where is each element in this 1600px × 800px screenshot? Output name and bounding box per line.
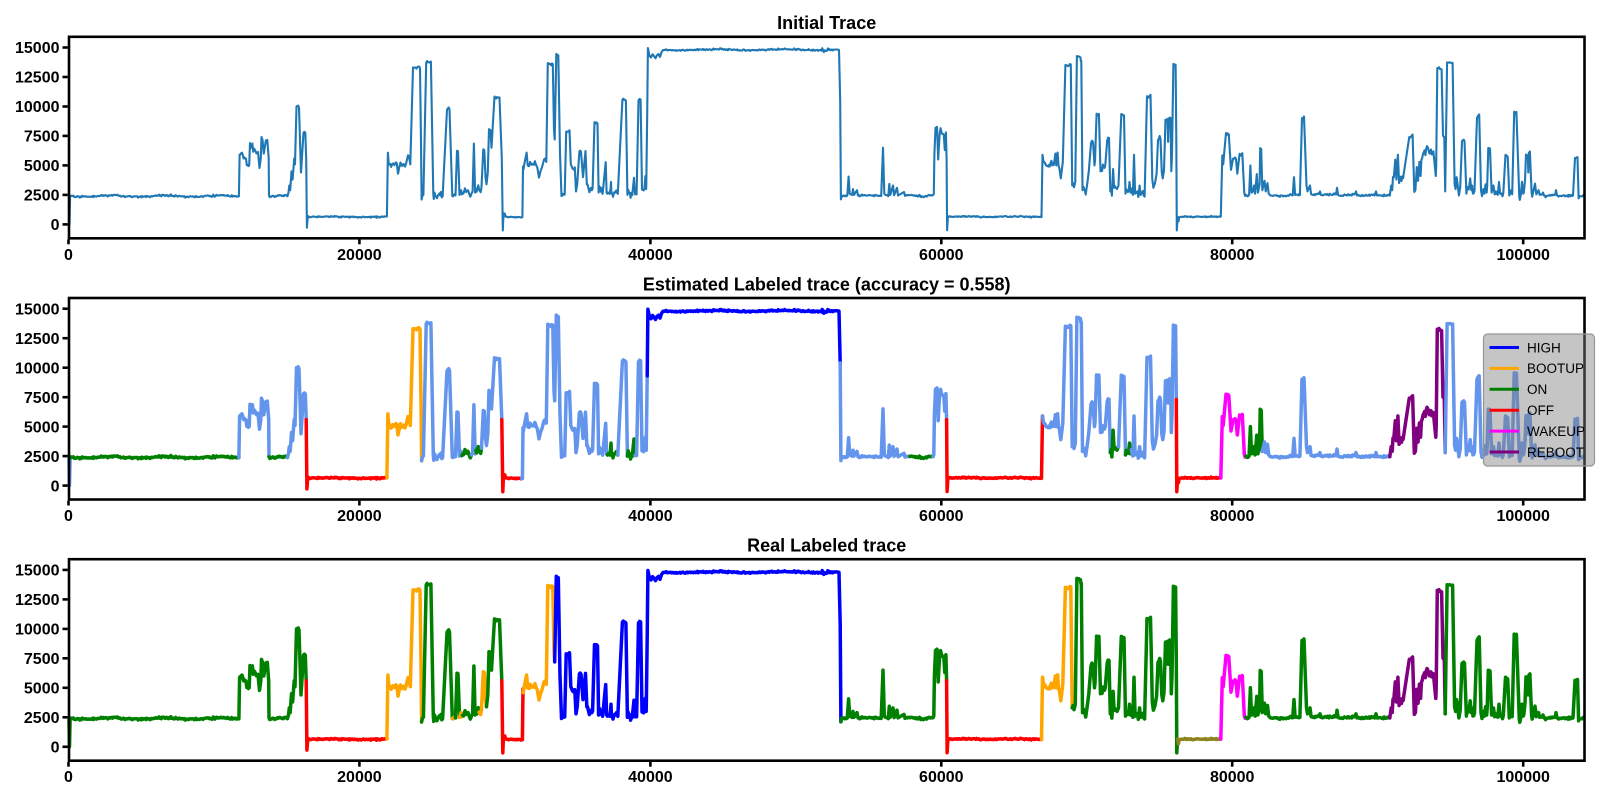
svg-text:10000: 10000 (15, 99, 60, 116)
svg-text:80000: 80000 (1210, 508, 1255, 525)
svg-text:0: 0 (51, 740, 60, 757)
svg-text:5000: 5000 (24, 158, 60, 175)
svg-text:20000: 20000 (337, 247, 382, 264)
svg-text:60000: 60000 (919, 508, 964, 525)
svg-text:100000: 100000 (1497, 508, 1550, 525)
svg-text:7500: 7500 (24, 390, 60, 407)
svg-text:80000: 80000 (1210, 769, 1255, 786)
svg-text:2500: 2500 (24, 710, 60, 727)
svg-text:20000: 20000 (337, 769, 382, 786)
svg-text:ON: ON (1527, 382, 1547, 397)
svg-text:Real Labeled trace: Real Labeled trace (747, 536, 906, 556)
svg-text:2500: 2500 (24, 188, 60, 205)
svg-text:20000: 20000 (337, 508, 382, 525)
svg-text:Initial Trace: Initial Trace (777, 13, 876, 33)
svg-text:40000: 40000 (628, 769, 673, 786)
svg-text:0: 0 (64, 769, 73, 786)
svg-text:12500: 12500 (15, 70, 60, 87)
svg-text:0: 0 (64, 247, 73, 264)
svg-text:WAKEUP: WAKEUP (1527, 424, 1585, 439)
svg-text:10000: 10000 (15, 622, 60, 639)
svg-text:15000: 15000 (15, 301, 60, 318)
svg-text:100000: 100000 (1497, 769, 1550, 786)
svg-text:0: 0 (64, 508, 73, 525)
svg-text:7500: 7500 (24, 129, 60, 146)
svg-text:Estimated Labeled trace (accur: Estimated Labeled trace (accuracy = 0.55… (643, 275, 1011, 295)
svg-text:0: 0 (51, 478, 60, 495)
svg-text:80000: 80000 (1210, 247, 1255, 264)
svg-text:60000: 60000 (919, 769, 964, 786)
svg-text:12500: 12500 (15, 331, 60, 348)
svg-text:BOOTUP: BOOTUP (1527, 361, 1584, 376)
svg-text:40000: 40000 (628, 247, 673, 264)
svg-text:10000: 10000 (15, 360, 60, 377)
svg-text:15000: 15000 (15, 563, 60, 580)
svg-text:40000: 40000 (628, 508, 673, 525)
svg-text:15000: 15000 (15, 40, 60, 57)
svg-text:5000: 5000 (24, 419, 60, 436)
svg-text:HIGH: HIGH (1527, 340, 1561, 355)
svg-text:OFF: OFF (1527, 403, 1554, 418)
svg-text:REBOOT: REBOOT (1527, 445, 1584, 460)
svg-text:0: 0 (51, 217, 60, 234)
svg-text:12500: 12500 (15, 592, 60, 609)
svg-text:60000: 60000 (919, 247, 964, 264)
svg-text:7500: 7500 (24, 651, 60, 668)
svg-text:2500: 2500 (24, 449, 60, 466)
svg-text:100000: 100000 (1497, 247, 1550, 264)
svg-text:5000: 5000 (24, 681, 60, 698)
